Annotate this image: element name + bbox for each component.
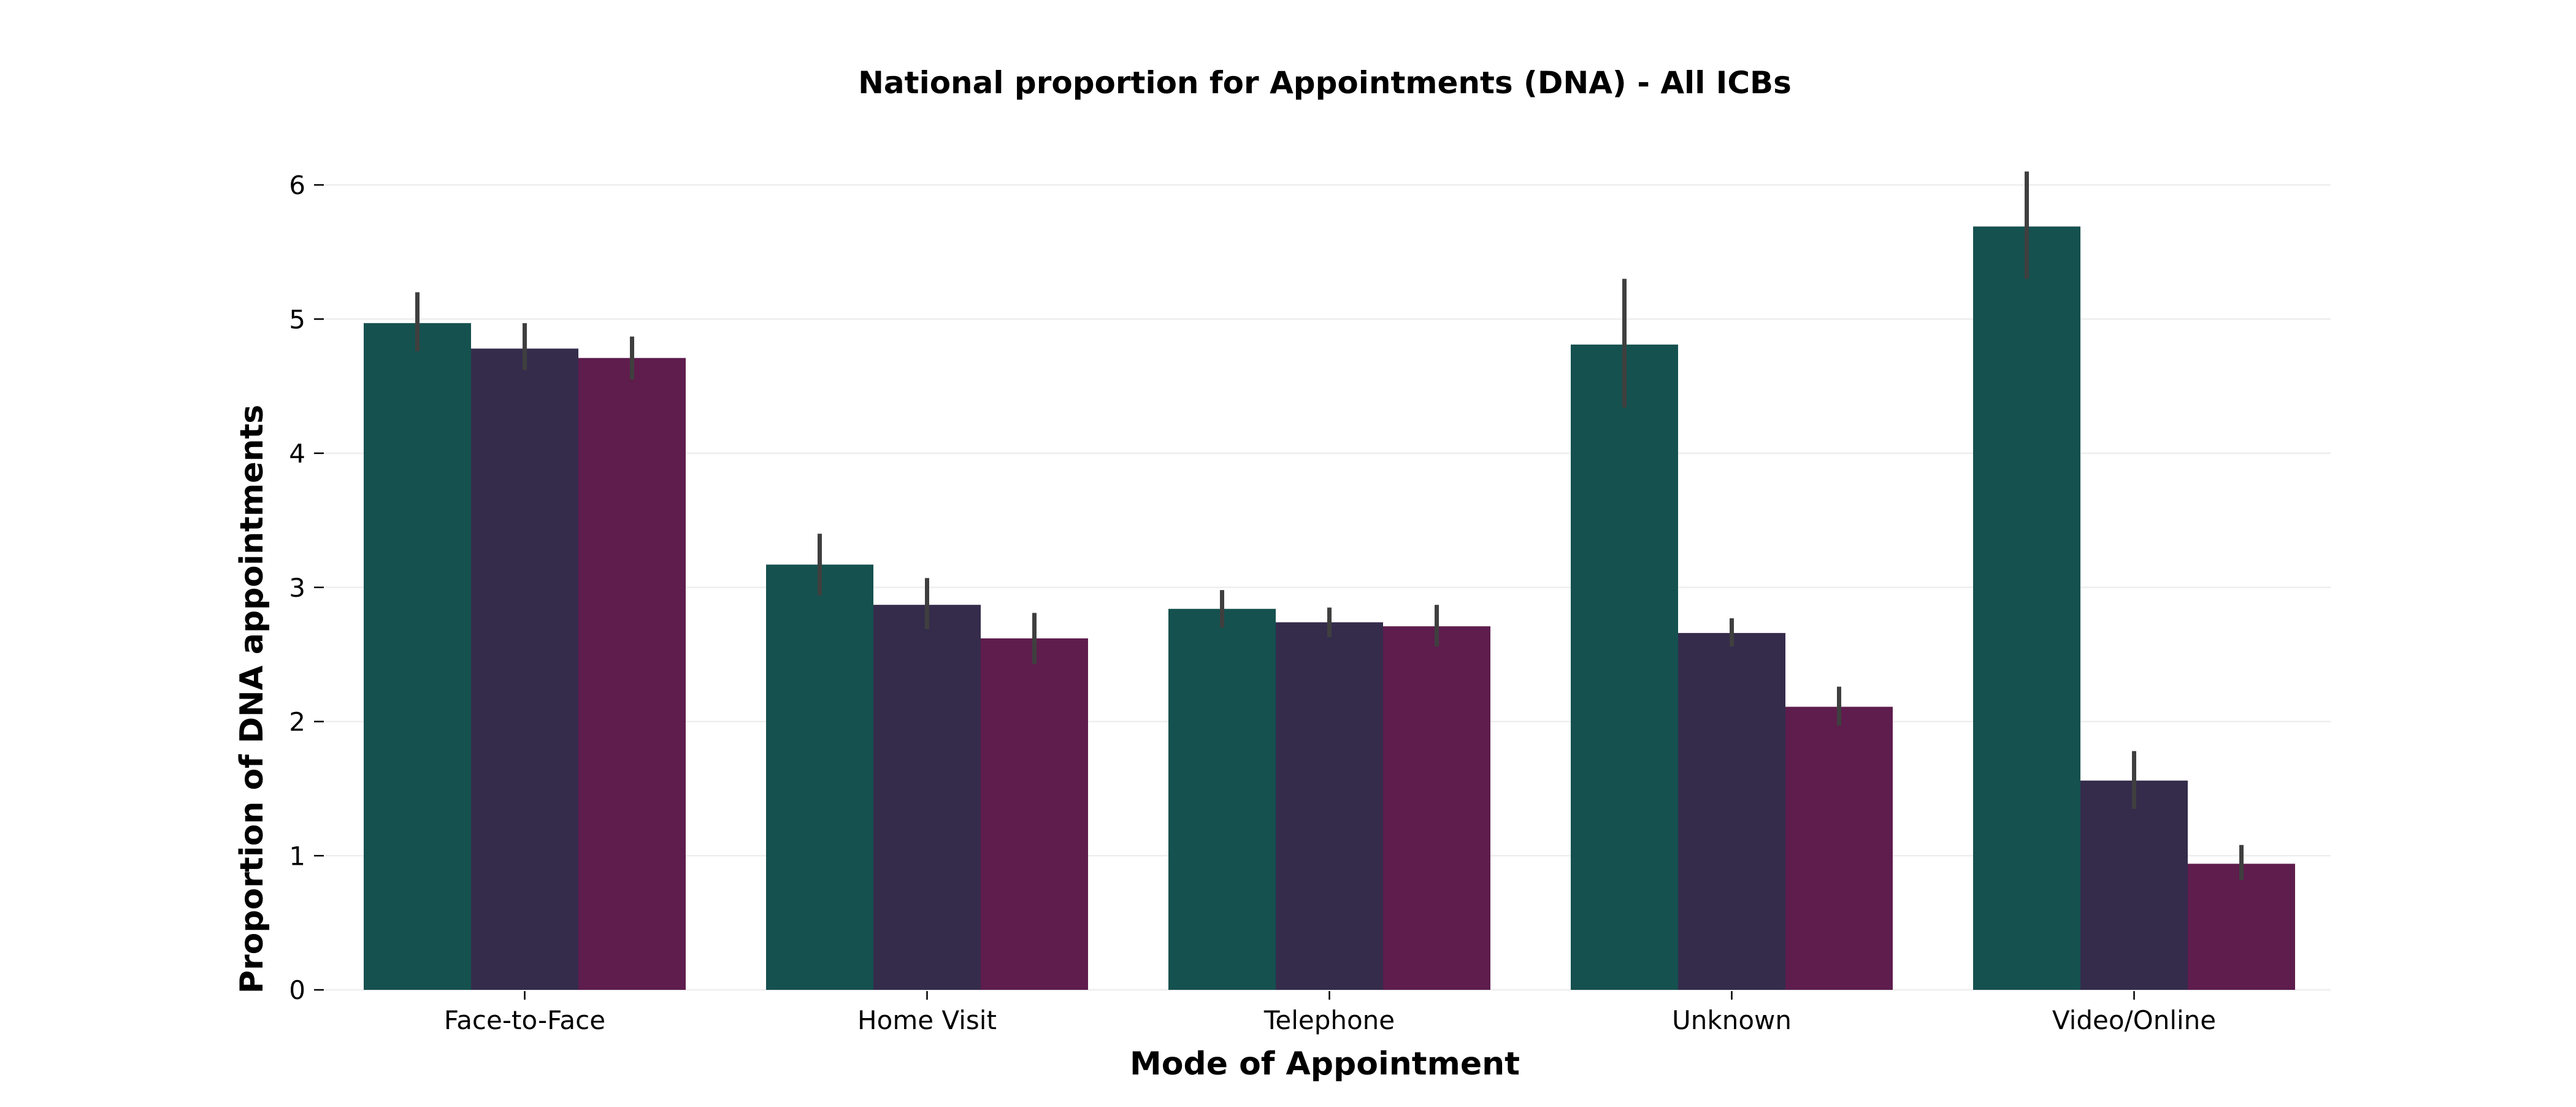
axis-layer: 0 1 2 3 4 5 6 Face-to-Face Home Visit Telephone Un… [289,170,2216,1036]
bar [1276,622,1383,990]
bar [1571,344,1678,990]
bar [1678,633,1785,990]
y-tick-label: 3 [289,573,305,603]
y-tick-label: 5 [289,304,305,334]
error-bar-layer [415,171,2244,880]
y-tick-label: 2 [289,707,305,737]
bar [1785,707,1893,990]
bar [1168,608,1276,990]
y-axis-label: Proportion of DNA appointments [234,405,270,994]
bar [981,638,1088,990]
bar [1973,226,2080,990]
bar-layer [364,226,2295,990]
bar [766,564,873,990]
y-tick-label: 1 [289,841,305,871]
bar [2188,864,2295,990]
y-tick-label: 4 [289,439,305,469]
x-tick-label: Telephone [1263,1005,1395,1035]
y-tick-label: 6 [289,170,305,201]
bar [2080,780,2188,990]
x-tick-label: Unknown [1672,1005,1792,1035]
x-axis-label: Mode of Appointment [1130,1046,1520,1082]
bar [578,358,686,990]
x-tick-label: Video/Online [2052,1005,2216,1035]
y-tick-label: 0 [289,975,305,1005]
bar [873,605,981,990]
chart-title: National proportion for Appointments (DN… [858,65,1792,101]
bar [471,348,578,990]
bar [1383,626,1490,990]
x-tick-label: Face-to-Face [444,1005,605,1035]
bar [364,323,471,990]
x-tick-label: Home Visit [857,1005,997,1035]
